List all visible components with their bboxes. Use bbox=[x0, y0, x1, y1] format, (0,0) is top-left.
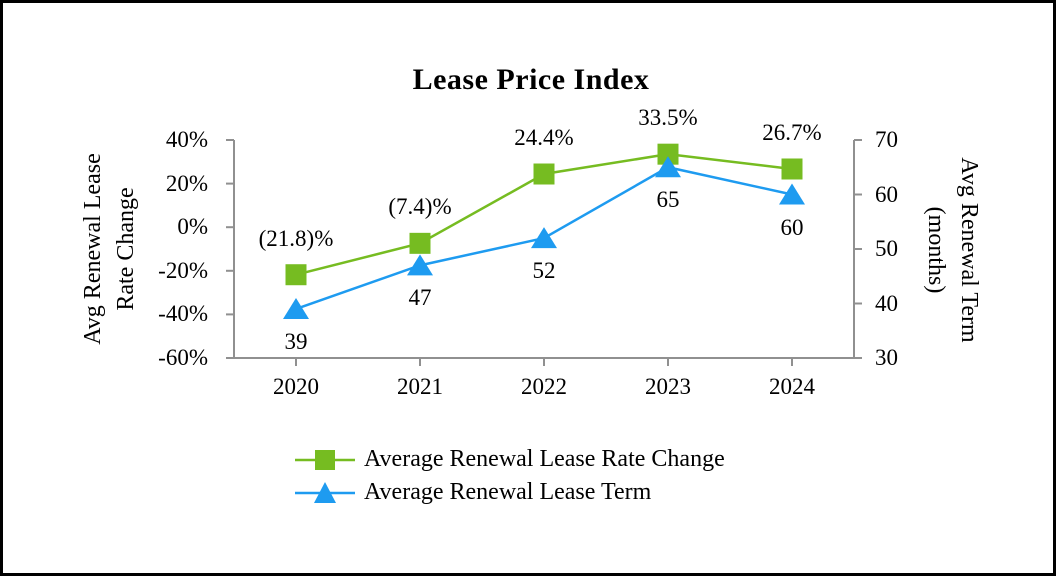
lease-term-marker-icon bbox=[655, 156, 681, 178]
rate-change-data-label: 26.7% bbox=[762, 119, 822, 145]
x-axis-tick-label: 2023 bbox=[645, 374, 691, 399]
lease-term-marker-icon bbox=[531, 227, 557, 249]
x-axis-tick-label: 2020 bbox=[273, 374, 319, 399]
left-axis-tick-label: -60% bbox=[158, 345, 208, 370]
left-axis-tick-label: -20% bbox=[158, 257, 208, 283]
left-axis-tick-label: -40% bbox=[158, 301, 208, 327]
lease-term-data-label: 39 bbox=[284, 328, 308, 354]
right-axis-tick-label: 60 bbox=[875, 181, 898, 207]
lease-term-data-label: 65 bbox=[656, 187, 680, 213]
legend-label-lease-term: Average Renewal Lease Term bbox=[364, 479, 652, 505]
lease-term-data-label: 60 bbox=[780, 214, 804, 240]
x-axis-tick-label: 2022 bbox=[521, 374, 567, 399]
rate-change-marker-icon bbox=[409, 232, 431, 254]
rate-change-marker-icon bbox=[533, 163, 555, 185]
legend: Average Renewal Lease Rate Change Averag… bbox=[294, 443, 725, 509]
right-axis-tick-label: 40 bbox=[875, 290, 898, 316]
lease-term-data-label: 47 bbox=[408, 285, 432, 311]
rate-change-marker-icon bbox=[657, 143, 679, 165]
rate-change-marker-icon bbox=[285, 264, 307, 286]
lease-term-marker-icon bbox=[779, 183, 805, 205]
right-axis-tick-label: 70 bbox=[875, 127, 898, 152]
rate-change-legend-icon bbox=[295, 449, 355, 470]
lease-term-data-label: 52 bbox=[532, 258, 556, 284]
right-axis-tick-label: 30 bbox=[875, 345, 898, 370]
x-axis-tick-label: 2024 bbox=[769, 374, 815, 399]
left-axis-tick-label: 20% bbox=[165, 170, 208, 196]
plot-area bbox=[226, 139, 862, 366]
right-axis-tick-label: 50 bbox=[875, 236, 898, 261]
x-axis-tick-label: 2021 bbox=[397, 374, 443, 399]
rate-change-marker-icon bbox=[781, 158, 803, 180]
lease-term-marker-icon bbox=[407, 254, 433, 276]
chart-title: Lease Price Index bbox=[412, 63, 650, 96]
lease-term-marker-icon bbox=[283, 297, 309, 319]
legend-item-rate-change: Average Renewal Lease Rate Change bbox=[294, 443, 725, 476]
legend-label-rate-change: Average Renewal Lease Rate Change bbox=[364, 446, 725, 472]
legend-item-lease-term: Average Renewal Lease Term bbox=[294, 476, 725, 509]
rate-change-data-label: 33.5% bbox=[638, 105, 698, 131]
rate-change-data-label: (21.8)% bbox=[258, 225, 334, 251]
rate-change-data-label: 24.4% bbox=[514, 125, 574, 150]
lease-term-legend-icon bbox=[295, 481, 355, 503]
left-axis-tick-label: 40% bbox=[165, 127, 208, 152]
rate-change-data-label: (7.4)% bbox=[388, 194, 452, 220]
left-axis-tick-label: 0% bbox=[177, 214, 208, 240]
